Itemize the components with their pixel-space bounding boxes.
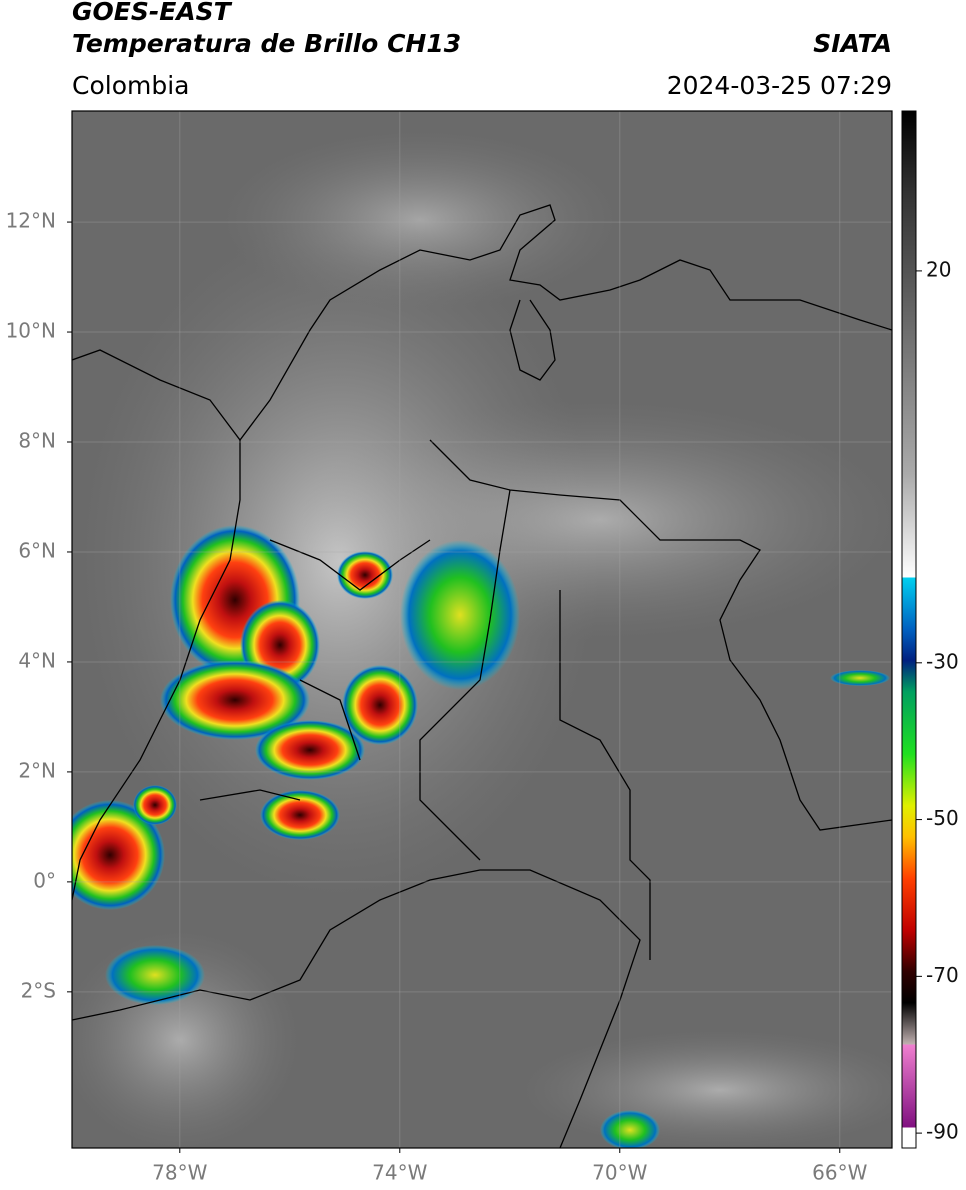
colorbar — [901, 110, 917, 1149]
colorbar-label: -70 — [926, 963, 959, 987]
map-frame — [71, 110, 893, 1149]
lat-label: 4°N — [18, 648, 56, 672]
colorbar-label: -90 — [926, 1120, 959, 1144]
graticule — [72, 111, 892, 1148]
product: Temperatura de Brillo CH13 — [72, 29, 461, 58]
region: Colombia — [72, 71, 189, 100]
lat-label: 10°N — [6, 319, 56, 343]
lon-label: 70°W — [592, 1161, 647, 1185]
lon-label: 78°W — [152, 1161, 207, 1185]
lat-label: 6°N — [18, 538, 56, 562]
lat-label: 12°N — [6, 209, 56, 233]
lon-label: 74°W — [372, 1161, 427, 1185]
lat-label: 0° — [33, 868, 56, 892]
lat-label: 2°N — [18, 758, 56, 782]
lon-label: 66°W — [812, 1161, 867, 1185]
colorbar-label: 20 — [926, 257, 951, 281]
satellite-image — [72, 111, 892, 1148]
lat-label: 2°S — [21, 978, 56, 1002]
satellite: GOES-EAST — [72, 0, 233, 26]
colorbar-label: -50 — [926, 806, 959, 830]
colorbar-label: -30 — [926, 649, 959, 673]
timestamp: 2024-03-25 07:29 — [667, 71, 892, 100]
source: SIATA — [813, 29, 892, 58]
lat-label: 8°N — [18, 429, 56, 453]
